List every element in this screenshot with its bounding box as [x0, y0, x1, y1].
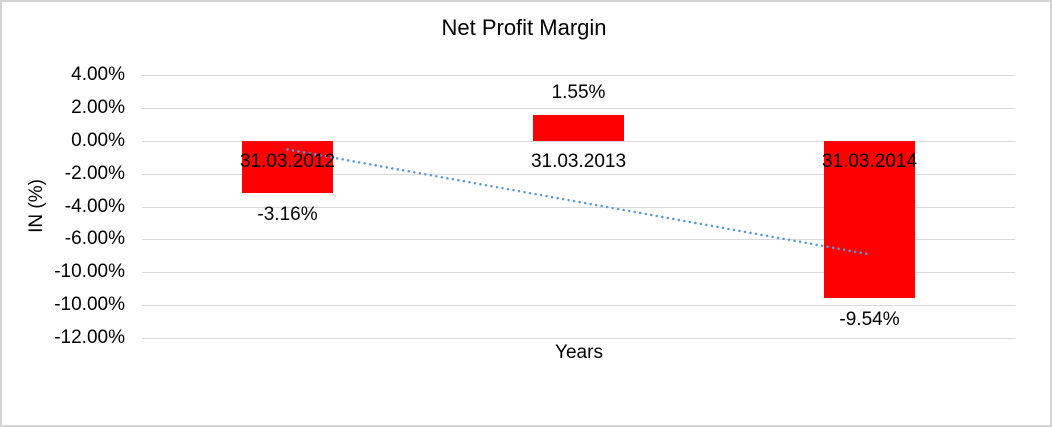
y-axis-tick-label: -6.00% — [64, 228, 125, 250]
gridline — [142, 206, 1015, 208]
gridline — [142, 75, 1015, 76]
trendline-svg — [286, 148, 871, 256]
gridline — [142, 338, 1015, 339]
gridline — [142, 173, 1015, 175]
x-axis-title: Years — [555, 342, 603, 363]
y-axis-tick-label: -10.00% — [54, 261, 125, 283]
chart-title: Net Profit Margin — [441, 15, 607, 40]
trendline — [286, 148, 871, 256]
y-axis-tick-label: -10.00% — [54, 294, 125, 316]
category-label: 31.03.2013 — [530, 150, 627, 172]
gridline — [142, 305, 1015, 307]
category-label: 31.03.2012 — [239, 150, 336, 172]
gridline — [142, 140, 1015, 142]
y-axis-tick-label: -12.00% — [54, 327, 125, 348]
gridline — [142, 239, 1015, 241]
y-axis-tick-label: 2.00% — [71, 96, 125, 118]
gridline — [142, 272, 1015, 274]
bar — [824, 140, 915, 298]
plot-area: -3.16% 31.03.2012 1.55% 31.03.2013 -9.54% 31.… — [142, 75, 1015, 339]
gridline — [142, 107, 1015, 109]
bar — [533, 115, 624, 141]
category-label: 31.03.2014 — [821, 150, 918, 172]
y-axis-tick-label: -2.00% — [64, 162, 125, 184]
data-label: 1.55% — [551, 82, 606, 104]
y-axis-tick-label: 4.00% — [71, 64, 125, 85]
data-label: -3.16% — [257, 203, 318, 225]
data-label: -9.54% — [839, 308, 900, 330]
y-axis-tick-label: -4.00% — [64, 195, 125, 217]
y-axis-tick-label: 0.00% — [71, 129, 125, 151]
